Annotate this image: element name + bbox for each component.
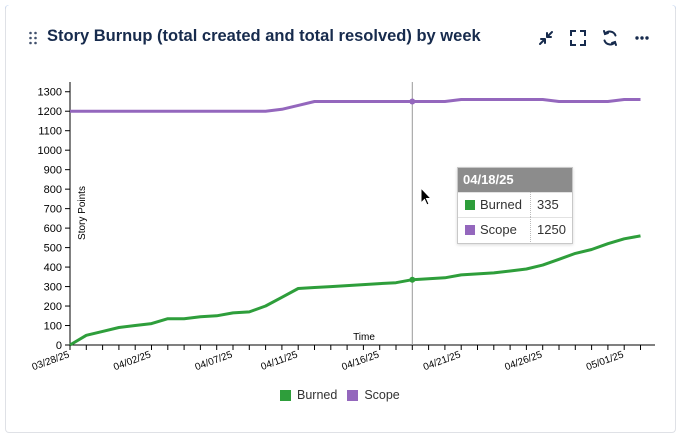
tooltip-divider: [458, 192, 572, 193]
hover-point-burned: [409, 276, 416, 283]
tooltip-row-burned: Burned 335: [458, 192, 572, 217]
tooltip-series-name: Burned: [480, 197, 522, 212]
refresh-button[interactable]: [598, 26, 622, 50]
more-icon: [635, 36, 649, 40]
y-tick-label: 900: [44, 165, 62, 177]
minimize-button[interactable]: [534, 26, 558, 50]
y-tick-label: 400: [44, 262, 62, 274]
tooltip-date: 04/18/25: [458, 168, 572, 192]
x-tick-label: 04/21/25: [422, 349, 463, 373]
mouse-cursor-icon: [420, 187, 433, 206]
tooltip-row-scope: Scope 1250: [458, 217, 572, 242]
drag-handle-icon[interactable]: [28, 30, 38, 46]
x-tick-label: 03/28/25: [31, 349, 72, 373]
series-line-scope: [70, 98, 641, 113]
scope-swatch: [465, 225, 475, 235]
series-line-burned: [69, 234, 641, 347]
legend-label: Scope: [364, 388, 400, 402]
legend-label: Burned: [297, 388, 338, 402]
legend-swatch-burned: [280, 389, 291, 401]
y-tick-label: 1300: [38, 87, 62, 99]
minimize-icon: [539, 31, 553, 45]
y-tick-label: 200: [44, 301, 62, 313]
y-tick-label: 1100: [38, 126, 62, 138]
tooltip-series-value: 1250: [530, 217, 566, 242]
legend-item-burned[interactable]: Burned: [280, 388, 337, 402]
y-axis-title: Story Points: [77, 186, 88, 240]
x-tick-label: 05/01/25: [585, 349, 626, 373]
tooltip-series-value: 335: [530, 192, 559, 217]
legend-item-scope[interactable]: Scope: [347, 388, 400, 402]
fullscreen-icon: [570, 30, 586, 46]
x-tick-label: 04/16/25: [340, 349, 381, 373]
y-tick-label: 1000: [38, 145, 62, 157]
x-tick-label: 04/26/25: [503, 349, 544, 373]
y-tick-label: 600: [44, 223, 62, 235]
x-axis-title: Time: [353, 332, 375, 343]
legend-swatch-scope: [347, 389, 359, 401]
hover-point-scope: [409, 98, 416, 105]
y-tick-label: 800: [44, 184, 62, 196]
y-tick-label: 100: [44, 321, 62, 333]
tooltip-divider: [458, 217, 572, 218]
y-tick-label: 1200: [38, 106, 62, 118]
more-button[interactable]: [630, 26, 654, 50]
burned-swatch: [465, 200, 475, 210]
refresh-icon: [603, 30, 617, 46]
fullscreen-button[interactable]: [566, 26, 590, 50]
y-tick-label: 500: [44, 243, 62, 255]
chart-legend: Burned Scope: [280, 388, 410, 402]
y-tick-label: 0: [56, 340, 62, 352]
gadget-title: Story Burnup (total created and total re…: [47, 27, 481, 45]
y-tick-label: 300: [44, 282, 62, 294]
y-tick-label: 700: [44, 204, 62, 216]
x-tick-label: 04/07/25: [194, 349, 235, 373]
chart-tooltip: 04/18/25 Burned 335 Scope 1250: [457, 167, 573, 244]
x-tick-label: 04/11/25: [260, 349, 300, 373]
tooltip-series-name: Scope: [480, 222, 517, 237]
x-tick-label: 04/02/25: [112, 349, 153, 373]
